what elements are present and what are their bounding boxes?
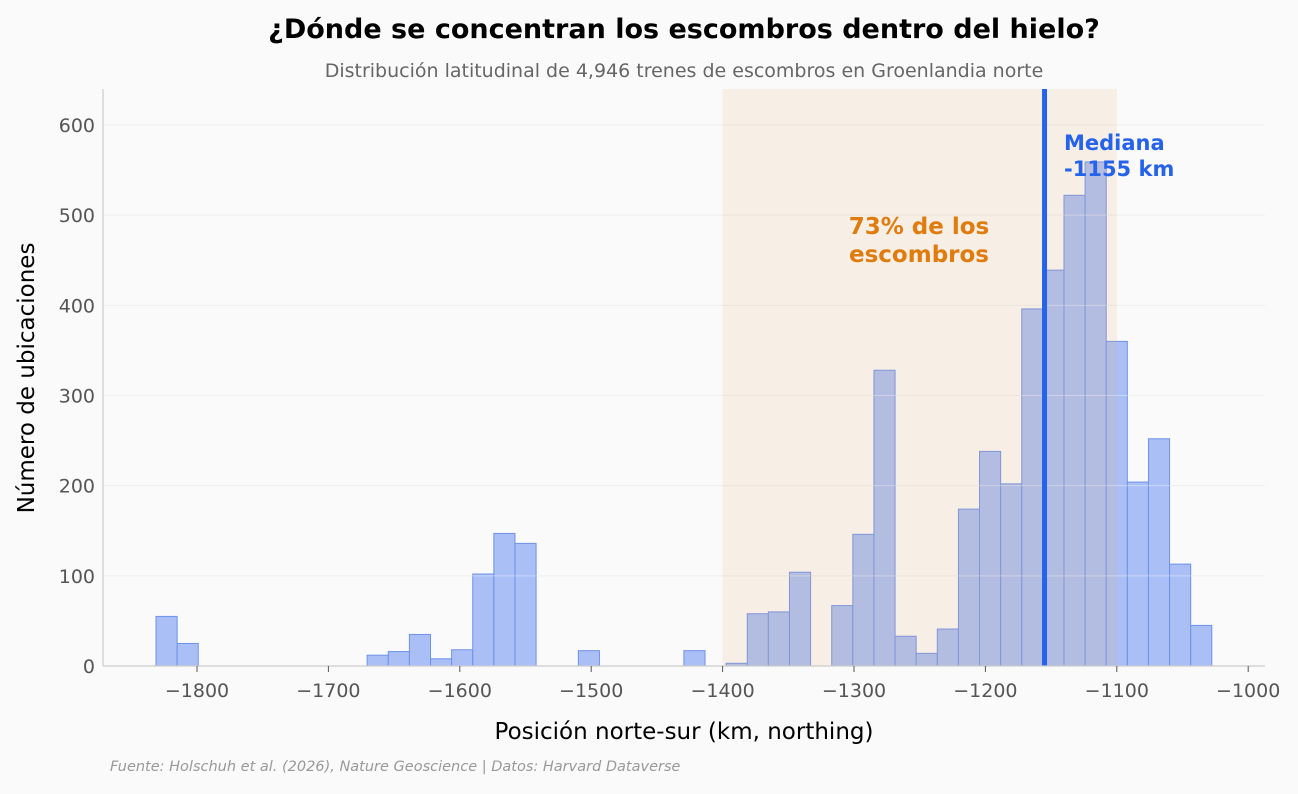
y-tick-label: 600 bbox=[59, 115, 95, 137]
y-tick-label: 100 bbox=[59, 566, 95, 588]
histogram-bar bbox=[366, 654, 389, 667]
x-tick-label: −1600 bbox=[428, 680, 492, 702]
histogram-bar bbox=[176, 642, 199, 667]
x-tick-label: −1000 bbox=[1216, 680, 1280, 702]
chart-subtitle: Distribución latitudinal de 4,946 trenes… bbox=[325, 60, 1044, 82]
histogram-bar bbox=[493, 532, 516, 667]
median-label-line1: Mediana bbox=[1064, 131, 1165, 155]
x-tick-label: −1700 bbox=[296, 680, 360, 702]
histogram-bar bbox=[577, 650, 600, 667]
y-tick-label: 0 bbox=[83, 656, 95, 678]
histogram-bar bbox=[472, 573, 495, 667]
y-tick-label: 200 bbox=[59, 476, 95, 498]
highlight-band bbox=[722, 89, 1117, 666]
median-label-line2: -1155 km bbox=[1064, 157, 1174, 181]
x-tick-label: −1500 bbox=[559, 680, 623, 702]
histogram-bar bbox=[451, 649, 474, 667]
y-axis-label: Número de ubicaciones bbox=[14, 243, 40, 514]
y-tick-label: 500 bbox=[59, 205, 95, 227]
y-ticks: 0 100 200 300 400 500 600 bbox=[59, 115, 95, 678]
x-tick-label: −1800 bbox=[165, 680, 229, 702]
y-tick-label: 400 bbox=[59, 295, 95, 317]
x-ticks: −1800 −1700 −1600 −1500 −1400 −1300 −1200 −1100… bbox=[165, 666, 1280, 702]
histogram-bar bbox=[1126, 481, 1149, 667]
histogram-bar bbox=[683, 650, 706, 667]
highlight-label-line1: 73% de los bbox=[849, 214, 990, 240]
histogram-bar bbox=[1190, 624, 1213, 667]
histogram-bar bbox=[1147, 438, 1171, 667]
x-tick-label: −1200 bbox=[953, 680, 1017, 702]
x-tick-label: −1300 bbox=[822, 680, 886, 702]
x-tick-label: −1100 bbox=[1085, 680, 1149, 702]
x-axis-label: Posición norte-sur (km, northing) bbox=[495, 719, 874, 745]
highlight-label-line2: escombros bbox=[849, 242, 989, 268]
histogram-bar bbox=[387, 651, 410, 667]
histogram-bar bbox=[408, 633, 432, 667]
histogram-bar bbox=[514, 542, 537, 667]
histogram-bar bbox=[155, 615, 178, 667]
histogram-bar bbox=[430, 658, 453, 667]
chart-title: ¿Dónde se concentran los escombros dentr… bbox=[268, 14, 1100, 45]
histogram-bar bbox=[1169, 563, 1192, 667]
x-tick-label: −1400 bbox=[690, 680, 754, 702]
source-note: Fuente: Holschuh et al. (2026), Nature G… bbox=[110, 759, 681, 775]
y-tick-label: 300 bbox=[59, 385, 95, 407]
bars bbox=[103, 124, 1265, 667]
